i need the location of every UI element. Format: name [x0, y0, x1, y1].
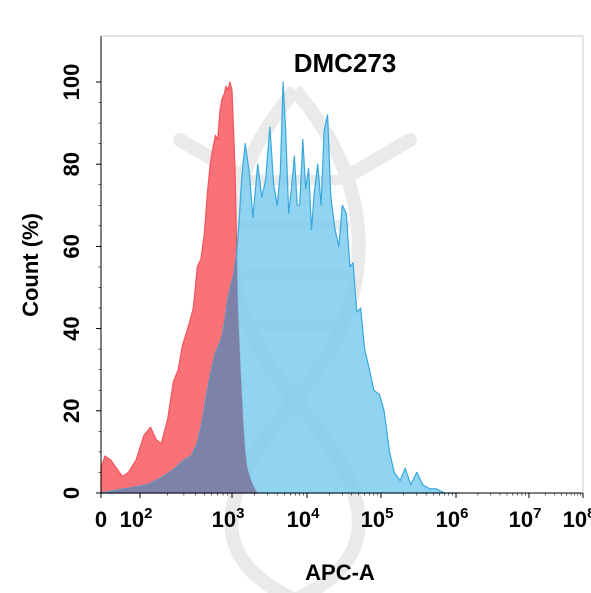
- x-tick-label: 104: [287, 505, 320, 532]
- x-tick-label: 0: [95, 507, 107, 532]
- y-tick-label: 100: [59, 64, 84, 101]
- y-tick-label: 80: [59, 152, 84, 176]
- x-tick-label: 108: [563, 505, 591, 532]
- chart-title: DMC273: [294, 48, 397, 78]
- series-layer: [100, 81, 460, 494]
- y-tick-label: 40: [59, 316, 84, 340]
- y-axis-title: Count (%): [18, 213, 43, 317]
- x-tick-label: 102: [120, 505, 153, 532]
- x-tick-label: 103: [212, 505, 245, 532]
- y-tick-label: 60: [59, 234, 84, 258]
- watermark-arm-right: [343, 133, 417, 182]
- y-tick-label: 20: [59, 399, 84, 423]
- x-tick-label: 107: [509, 505, 542, 532]
- y-tick-label: 0: [59, 487, 84, 499]
- x-tick-label: 105: [361, 505, 394, 532]
- x-tick-label: 106: [436, 505, 469, 532]
- axes-layer: 0 20 40 60 80 100 0 102 103 104 105 106 107 108: [59, 35, 591, 532]
- x-axis-title: APC-A: [305, 560, 375, 585]
